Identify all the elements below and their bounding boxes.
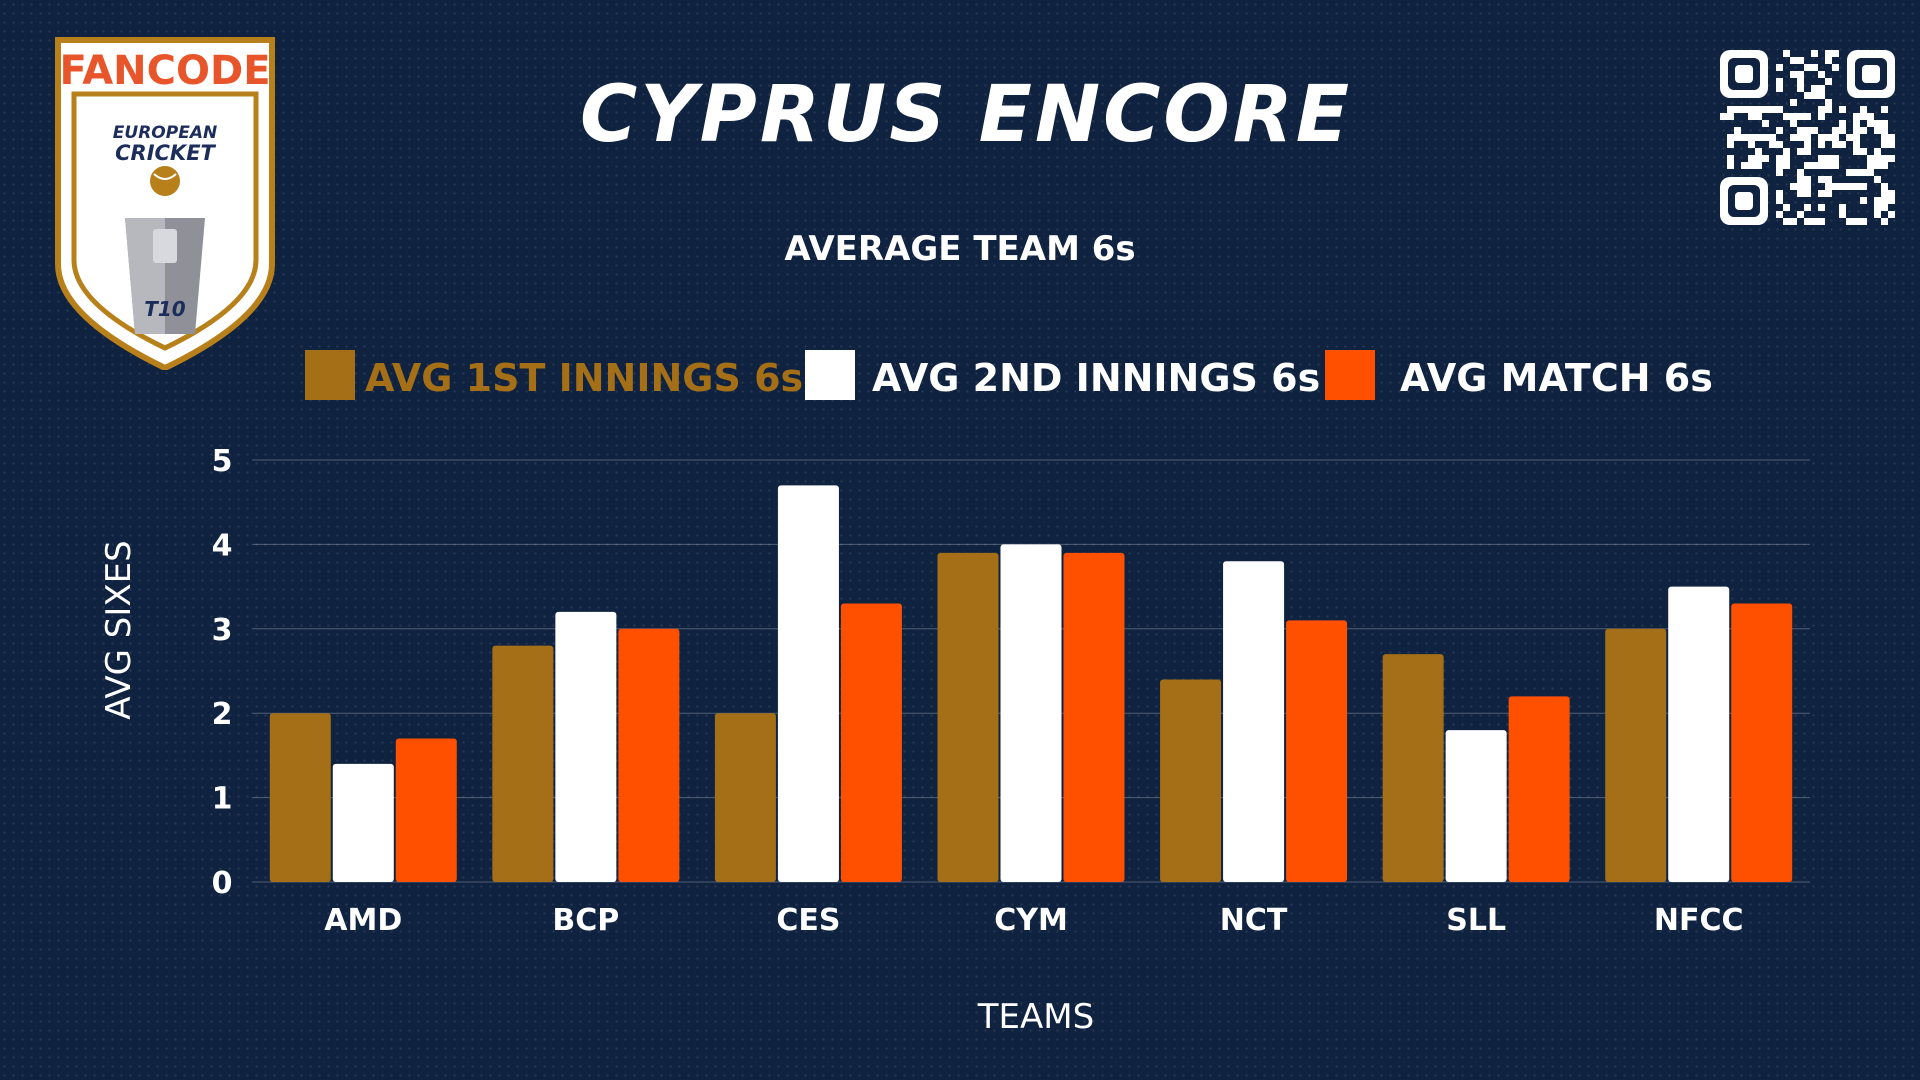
- bar-nfcc-match: [1731, 603, 1793, 882]
- y-axis-label: AVG SIXES: [99, 540, 139, 719]
- legend-second-innings-swatch: [805, 350, 855, 400]
- chart-legend: AVG 1ST INNINGS 6s AVG 2ND INNINGS 6s AVG …: [305, 350, 1713, 400]
- legend-first-innings-swatch: [305, 350, 355, 400]
- bar-nct-second-innings: [1223, 561, 1285, 882]
- bar-amd-match: [395, 738, 457, 882]
- bar-amd-first-innings: [269, 713, 331, 882]
- bar-cym-second-innings: [1000, 544, 1062, 882]
- y-tick-label: 2: [212, 697, 233, 732]
- bar-sll-first-innings: [1382, 654, 1444, 882]
- x-tick-label: CYM: [994, 903, 1068, 938]
- logo-line1: EUROPEAN: [113, 123, 217, 143]
- logo-brand-text: FANCODE: [59, 48, 270, 94]
- bar-ces-second-innings: [777, 485, 839, 882]
- bar-ces-first-innings: [714, 713, 776, 882]
- y-axis-ticks: 0 1 2 3 4 5: [212, 444, 233, 901]
- legend-first-innings-label: AVG 1ST INNINGS 6s: [365, 356, 803, 400]
- bar-bcp-second-innings: [555, 611, 617, 882]
- x-axis-ticks: AMD BCP CES CYM NCT SLL NFCC: [324, 903, 1743, 938]
- bar-cym-first-innings: [937, 552, 999, 882]
- logo-line2: CRICKET: [115, 141, 216, 165]
- x-tick-label: SLL: [1446, 903, 1506, 938]
- bar-nfcc-first-innings: [1605, 628, 1667, 882]
- y-tick-label: 1: [212, 782, 233, 817]
- bar-sll-second-innings: [1445, 730, 1507, 882]
- fancode-european-cricket-logo: FANCODE EUROPEAN CRICKET T10: [55, 37, 275, 370]
- x-axis-label: TEAMS: [977, 997, 1094, 1037]
- chart-bars: [269, 485, 1793, 882]
- qr-code-icon: [1720, 50, 1895, 225]
- x-tick-label: CES: [776, 903, 840, 938]
- bar-bcp-first-innings: [492, 645, 554, 882]
- y-tick-label: 0: [212, 866, 233, 901]
- y-tick-label: 4: [212, 528, 233, 563]
- legend-match-label: AVG MATCH 6s: [1400, 356, 1713, 400]
- bar-nct-match: [1286, 620, 1348, 882]
- logo-badge-t10: T10: [144, 297, 186, 321]
- x-tick-label: BCP: [552, 903, 619, 938]
- cricket-ball-icon: [150, 166, 180, 196]
- bar-nfcc-second-innings: [1668, 586, 1730, 882]
- bar-bcp-match: [618, 628, 680, 882]
- bar-cym-match: [1063, 552, 1125, 882]
- bar-ces-match: [840, 603, 902, 882]
- legend-match-swatch: [1325, 350, 1375, 400]
- chart-title: AVERAGE TEAM 6s: [784, 229, 1135, 269]
- bar-nct-first-innings: [1160, 679, 1222, 882]
- x-tick-label: NCT: [1220, 903, 1288, 938]
- x-tick-label: NFCC: [1654, 903, 1744, 938]
- bar-amd-second-innings: [332, 763, 394, 882]
- page-title: CYPRUS ENCORE: [579, 70, 1353, 160]
- legend-second-innings-label: AVG 2ND INNINGS 6s: [872, 356, 1320, 400]
- y-tick-label: 3: [212, 613, 233, 648]
- bar-sll-match: [1508, 696, 1570, 882]
- x-tick-label: AMD: [324, 903, 402, 938]
- y-tick-label: 5: [212, 444, 233, 479]
